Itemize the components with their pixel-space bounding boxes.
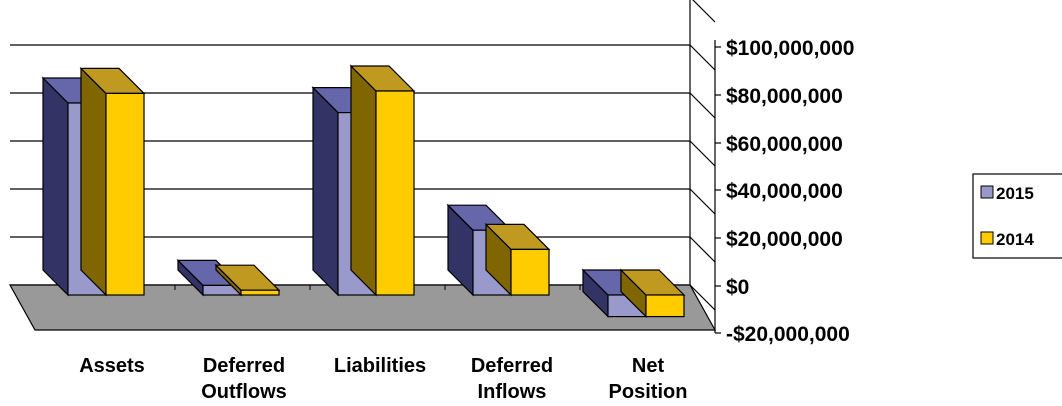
bar-net-position-2014 [619, 268, 686, 319]
category-label-line: Position [609, 381, 688, 403]
gridline-depth [689, 284, 716, 311]
bar-net-position-2015 [581, 268, 648, 319]
bar-side [42, 76, 69, 297]
bar-front [375, 90, 415, 296]
bar-assets-2014 [79, 66, 146, 297]
category-label-line: Deferred [203, 355, 285, 377]
legend-swatch [980, 231, 994, 245]
bar-side [80, 66, 107, 297]
legend-swatch [980, 185, 994, 199]
category-label: Assets [79, 355, 145, 377]
category-label-line: Deferred [471, 355, 553, 377]
y-tick-label: $0 [726, 276, 749, 299]
gridline-depth [689, 44, 716, 71]
category-label: Net Position [609, 355, 688, 403]
bar-liabilities-2014 [349, 64, 416, 297]
legend: 2015 2014 [972, 173, 1062, 259]
bar-side [350, 64, 377, 297]
category-axis: Assets Deferred Outflows Liabilities Deferre… [79, 355, 687, 403]
category-label: Deferred Inflows [471, 355, 553, 403]
category-label-line: Outflows [201, 381, 287, 403]
y-axis: $100,000,000 $80,000,000 $60,000,000 $40,00… [714, 37, 854, 346]
category-label-line: Assets [79, 355, 145, 377]
y-tick-label: $20,000,000 [726, 228, 843, 251]
y-tick-label: $100,000,000 [726, 37, 854, 60]
y-tick-label: $40,000,000 [726, 180, 843, 203]
gridline-depth [689, 140, 716, 167]
y-tick-label: $80,000,000 [726, 85, 843, 108]
legend-label: 2014 [996, 230, 1034, 249]
gridline-depth [689, 188, 716, 215]
y-tick-label: -$20,000,000 [726, 323, 850, 346]
gridline-depth [689, 92, 716, 119]
gridline-depth [692, 0, 716, 23]
bar-front [105, 92, 145, 296]
bar-deferred-inflows-2014 [484, 222, 551, 297]
bar-deferred-outflows-2014 [214, 263, 281, 297]
bar-layer [41, 64, 686, 319]
category-label-line: Liabilities [334, 355, 426, 377]
category-label-line: Net [632, 355, 665, 377]
bar-side [312, 86, 339, 297]
bar-front [510, 248, 550, 296]
category-label-line: Inflows [478, 381, 547, 403]
bar-front [645, 294, 685, 318]
legend-label: 2015 [996, 184, 1034, 203]
bar-front [240, 289, 280, 296]
y-tick-label: $60,000,000 [726, 133, 843, 156]
category-label: Deferred Outflows [201, 355, 287, 403]
category-label: Liabilities [334, 355, 426, 377]
gridline-depth [689, 236, 716, 263]
